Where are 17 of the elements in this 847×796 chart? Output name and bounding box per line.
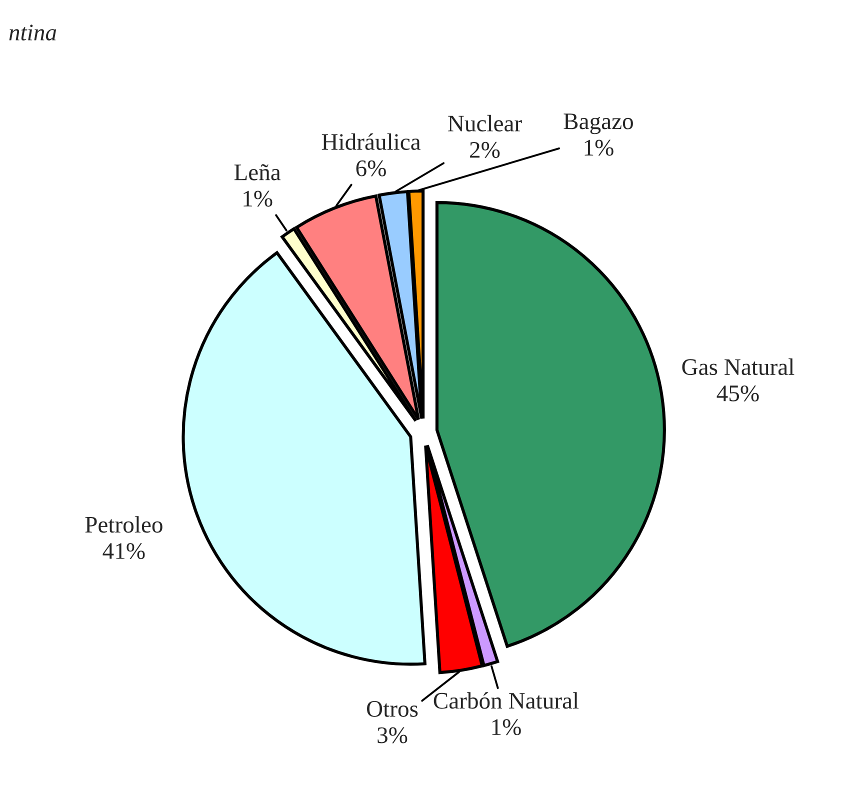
slice-label: Carbón Natural xyxy=(434,692,579,709)
slice-label: Bagazo xyxy=(564,114,633,134)
data-label: 1% xyxy=(584,140,614,156)
data-label: 1% xyxy=(492,719,521,736)
slice-label: Leña xyxy=(234,164,281,180)
slice-label: Hidráulica xyxy=(322,133,421,150)
slice-label: Petroleo xyxy=(85,516,162,533)
data-label: 6% xyxy=(356,160,386,176)
text: ntina xyxy=(9,24,56,41)
slice-label: Nuclear xyxy=(448,114,522,132)
slice-label: Gas Natural xyxy=(682,358,794,376)
data-label: 2% xyxy=(470,142,500,158)
slice-label: Otros xyxy=(367,701,418,717)
data-label: 1% xyxy=(244,190,272,207)
data-label: 45% xyxy=(716,385,759,402)
data-label: 3% xyxy=(378,727,408,744)
data-label: 41% xyxy=(102,543,145,560)
